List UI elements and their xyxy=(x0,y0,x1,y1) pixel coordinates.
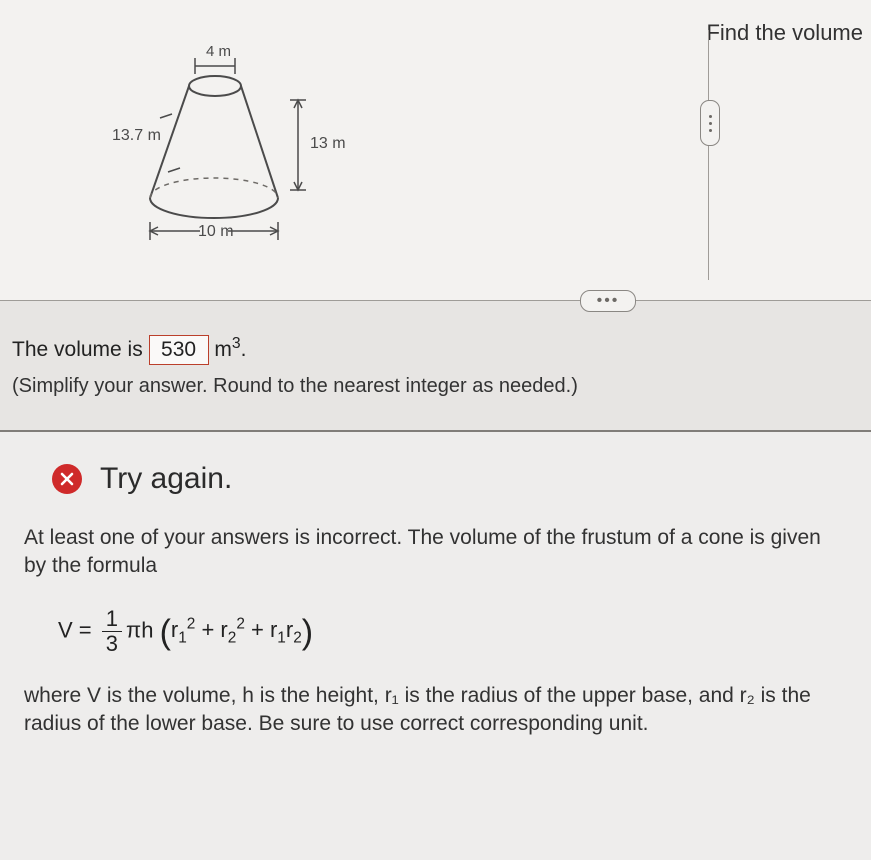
formula-eq: = xyxy=(73,617,98,642)
slant-label: 13.7 m xyxy=(112,127,161,144)
diagram-zone: Find the volume 4 m xyxy=(0,0,871,300)
answer-lead: The volume is xyxy=(12,338,143,361)
height-label: 13 m xyxy=(310,135,346,152)
answer-zone: The volume is 530 m3. (Simplify your ans… xyxy=(0,325,871,398)
vertical-menu-button[interactable] xyxy=(700,100,720,146)
error-icon xyxy=(52,464,82,494)
question-prompt: Find the volume xyxy=(706,20,863,46)
feedback-text-1: At least one of your answers is incorrec… xyxy=(24,524,847,581)
feedback-title: Try again. xyxy=(100,462,232,496)
separator-vertical xyxy=(708,30,709,280)
more-menu-button[interactable]: ••• xyxy=(580,290,636,312)
unit-exp: 3 xyxy=(232,335,241,352)
formula-body: r12 + r22 + r1r2 xyxy=(171,617,302,642)
rparen-icon: ) xyxy=(302,613,313,651)
unit-base: m xyxy=(214,338,232,361)
feedback-text-2: where V is the volume, h is the height, … xyxy=(24,682,847,739)
top-diameter-label: 4 m xyxy=(206,43,231,60)
formula-h: h xyxy=(141,617,153,642)
formula-fraction: 13 xyxy=(102,607,122,656)
frustum-diagram: 4 m 13.7 m xyxy=(100,40,360,260)
feedback-panel: Try again. ➤ At least one of your answer… xyxy=(0,430,871,860)
formula-num: 1 xyxy=(102,607,122,632)
formula: V = 13πh (r12 + r22 + r1r2) xyxy=(58,607,847,656)
formula-den: 3 xyxy=(102,632,122,656)
page: Find the volume 4 m xyxy=(0,0,871,860)
formula-V: V xyxy=(58,617,73,642)
answer-unit: m3. xyxy=(214,338,246,361)
divider xyxy=(0,300,871,301)
formula-pi: π xyxy=(126,617,141,642)
unit-trailing: . xyxy=(241,338,247,361)
answer-hint: (Simplify your answer. Round to the near… xyxy=(12,375,859,398)
lparen-icon: ( xyxy=(160,613,171,651)
answer-input[interactable]: 530 xyxy=(149,335,209,365)
bottom-diameter-label: 10 m xyxy=(198,223,234,240)
